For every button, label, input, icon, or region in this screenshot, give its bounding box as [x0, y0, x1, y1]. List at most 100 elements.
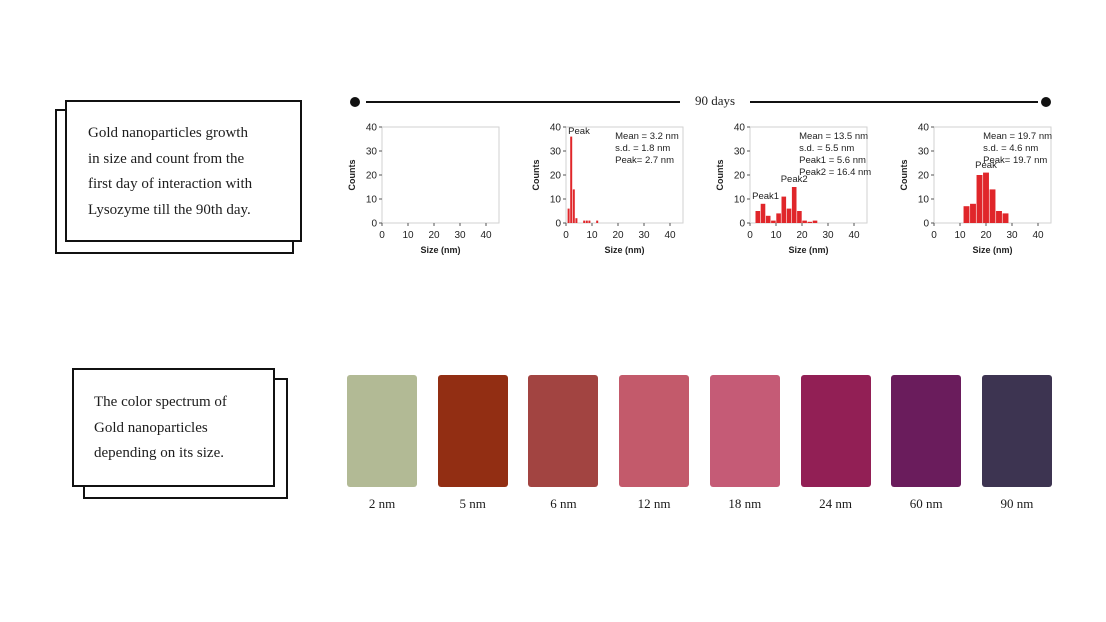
y-tick-label: 40 [918, 123, 930, 134]
spectrum-card-line: Gold nanoparticles [94, 419, 208, 436]
y-tick-label: 0 [923, 219, 929, 230]
stat-label: Peak1 = 5.6 nm [799, 155, 866, 166]
histogram-bar [807, 221, 813, 223]
x-tick-label: 0 [563, 230, 569, 241]
y-tick-label: 20 [734, 171, 746, 182]
timeline: 90 days [350, 92, 1054, 112]
histogram-bar [585, 220, 588, 223]
x-axis-label: Size (nm) [972, 245, 1012, 255]
spectrum-card: The color spectrum of Gold nanoparticles… [72, 368, 275, 487]
histogram-bar [771, 220, 776, 223]
x-tick-label: 0 [747, 230, 753, 241]
growth-card-line: in size and count from the [88, 150, 245, 167]
swatch-size-label: 12 nm [637, 496, 671, 511]
histogram-day-60: 0 10 20 30 40 0 10 20 30 40 Size (nm) Counts Peak1 Pe… [711, 120, 881, 260]
color-swatch [981, 375, 1052, 487]
y-tick-label: 0 [371, 219, 377, 230]
histogram-svg: 0 10 20 30 40 0 10 20 30 40 Size (nm) Counts Peak Mea… [531, 123, 684, 255]
x-axis-label: Size (nm) [420, 245, 460, 255]
y-axis-label: Counts [899, 160, 909, 191]
color-swatch [800, 375, 871, 487]
stat-label: Mean = 13.5 nm [799, 131, 868, 142]
histogram-bar [791, 187, 797, 223]
y-tick-label: 40 [550, 123, 562, 134]
peak-annotation: Peak2 [781, 174, 808, 185]
timeline-line-left [366, 101, 680, 103]
y-tick-label: 20 [918, 171, 930, 182]
x-tick-label: 0 [931, 230, 937, 241]
histogram-day-30: 0 10 20 30 40 0 10 20 30 40 Size (nm) Counts Peak Mea… [527, 120, 697, 260]
histogram-bar [765, 215, 771, 223]
y-tick-label: 10 [918, 195, 930, 206]
x-tick-label: 30 [638, 230, 650, 241]
x-axis-label: Size (nm) [604, 245, 644, 255]
timeline-label: 90 days [694, 93, 736, 108]
histogram-svg: 0 10 20 30 40 0 10 20 30 40 Size (nm) Counts [347, 123, 500, 255]
x-tick-label: 30 [822, 230, 834, 241]
x-tick-label: 20 [980, 230, 992, 241]
histogram-bar [575, 218, 578, 223]
growth-card-line: Lysozyme till the 90th day. [88, 201, 251, 218]
histogram-bar [760, 203, 766, 223]
stat-label: Peak= 2.7 nm [615, 155, 674, 166]
stat-label: Peak= 19.7 nm [983, 155, 1047, 166]
x-tick-label: 20 [796, 230, 808, 241]
histogram-bar [596, 220, 599, 223]
plot-frame [381, 126, 500, 224]
color-swatch [528, 375, 599, 487]
x-tick-label: 10 [770, 230, 782, 241]
growth-card-line: Gold nanoparticles growth [88, 125, 248, 141]
x-tick-label: 10 [402, 230, 414, 241]
spectrum-card-line: depending on its size. [94, 445, 224, 461]
histogram-bar [996, 211, 1002, 223]
histogram-bar [963, 206, 970, 223]
timeline-line-right [750, 101, 1038, 103]
y-tick-label: 0 [739, 219, 745, 230]
histogram-bar [755, 211, 761, 223]
x-tick-label: 40 [480, 230, 492, 241]
swatch-size-label: 90 nm [1000, 496, 1034, 511]
spectrum-card-line: The color spectrum of [94, 394, 227, 410]
timeline-end-dot [1041, 97, 1051, 107]
y-tick-label: 20 [550, 171, 562, 182]
x-tick-label: 40 [664, 230, 676, 241]
stat-label: Mean = 3.2 nm [615, 131, 679, 142]
histogram-svg: 0 10 20 30 40 0 10 20 30 40 Size (nm) Counts Peak Mea… [899, 123, 1052, 256]
x-axis-label: Size (nm) [788, 245, 828, 255]
stat-label: s.d. = 1.8 nm [615, 143, 670, 154]
x-tick-label: 40 [1032, 230, 1044, 241]
swatch-size-label: 24 nm [819, 496, 852, 511]
histogram-day-1: 0 10 20 30 40 0 10 20 30 40 Size (nm) Counts [343, 120, 513, 260]
swatch-size-label: 6 nm [550, 496, 577, 511]
y-tick-label: 30 [550, 147, 562, 158]
y-tick-label: 30 [918, 147, 930, 158]
y-tick-label: 10 [734, 195, 746, 206]
histogram-bar [588, 220, 591, 223]
y-tick-label: 10 [550, 195, 562, 206]
histogram-bar [812, 220, 818, 223]
peak-annotation: Peak [568, 126, 590, 137]
x-tick-label: 20 [428, 230, 440, 241]
histogram-bar [776, 213, 781, 223]
y-axis-label: Counts [347, 160, 357, 191]
histogram-bar [781, 196, 787, 223]
x-tick-label: 0 [379, 230, 385, 241]
stat-label: Peak2 = 16.4 nm [799, 167, 871, 178]
color-swatch [619, 375, 690, 487]
histogram-bar [976, 175, 983, 223]
histogram-bar [572, 189, 575, 223]
y-tick-label: 40 [366, 123, 378, 134]
growth-card-line: first day of interaction with [88, 176, 253, 192]
peak-annotation: Peak1 [752, 191, 779, 202]
color-swatch [347, 375, 417, 487]
y-tick-label: 20 [366, 171, 378, 182]
histogram-bar [797, 211, 802, 223]
y-tick-label: 30 [366, 147, 378, 158]
y-tick-label: 30 [734, 147, 746, 158]
histogram-bar [989, 189, 996, 223]
histogram-bar [1002, 213, 1009, 223]
y-axis-label: Counts [715, 160, 725, 191]
histogram-bar [786, 208, 792, 223]
histogram-bar [583, 220, 586, 223]
